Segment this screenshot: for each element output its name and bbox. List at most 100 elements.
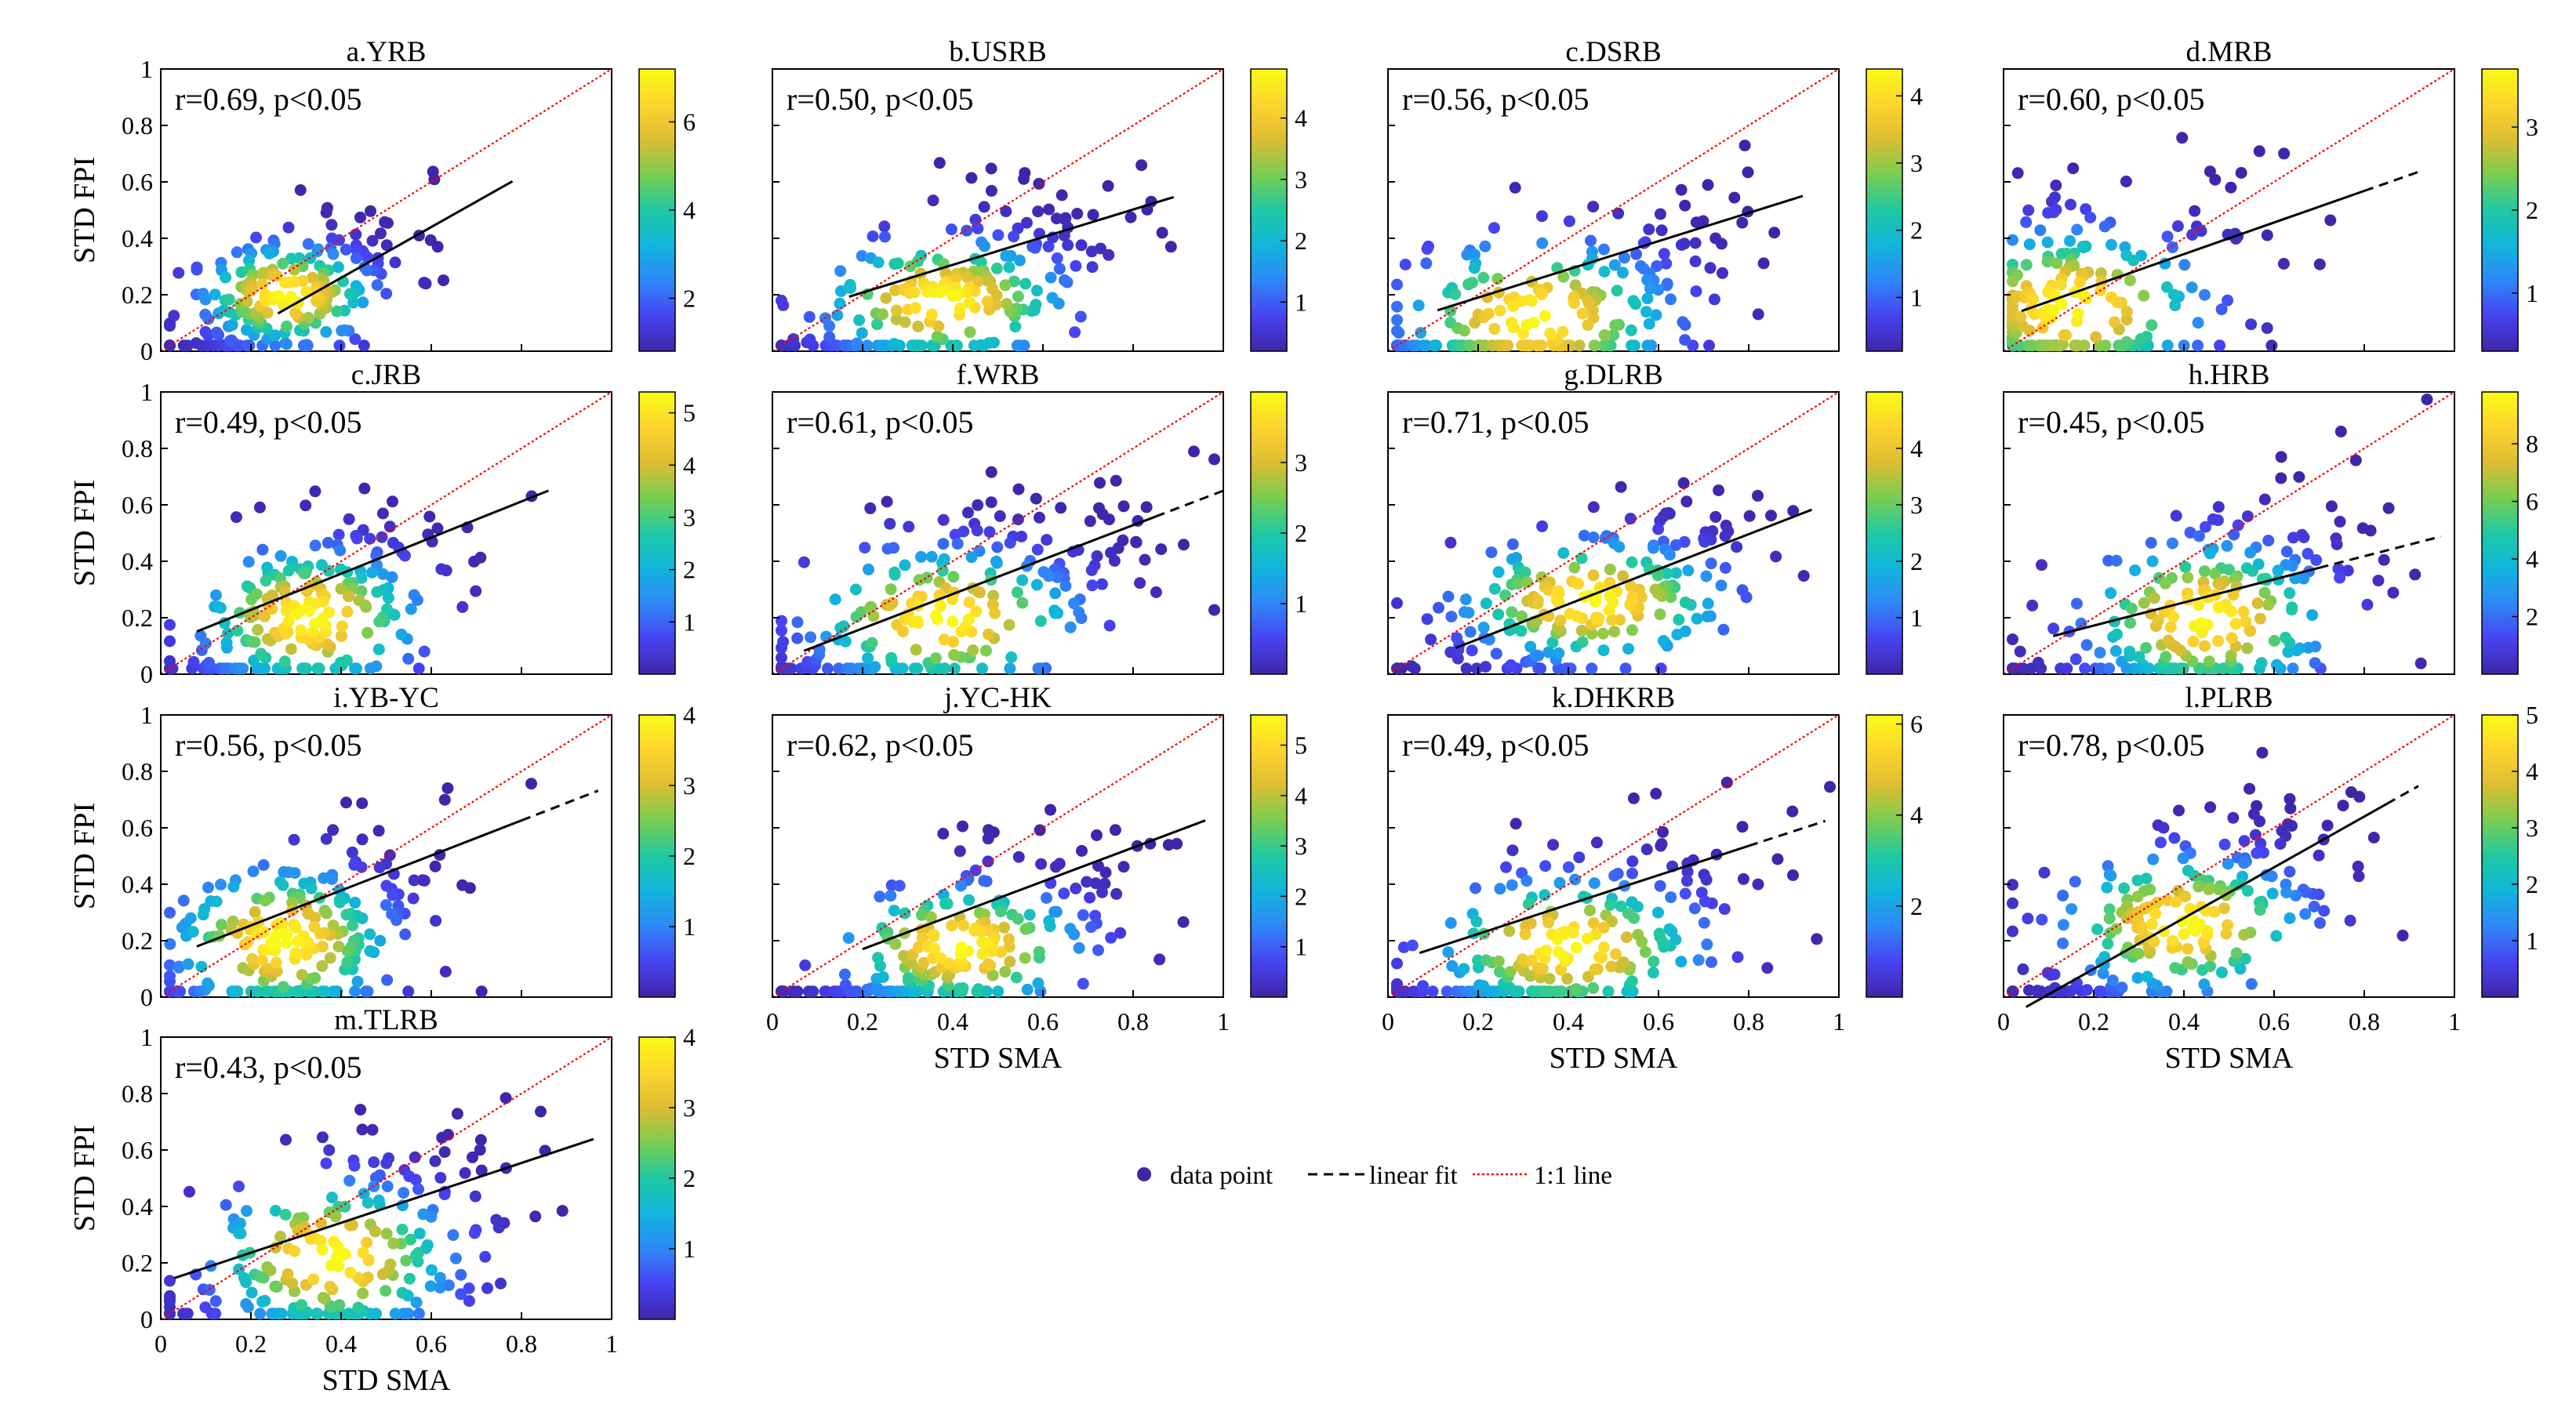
data-point <box>1652 906 1664 919</box>
colorbar-tick-label: 1 <box>683 912 696 941</box>
data-point <box>455 1288 467 1300</box>
data-point <box>2325 500 2338 513</box>
data-point <box>302 311 314 324</box>
data-point <box>1020 216 1033 229</box>
data-point <box>1701 938 1713 951</box>
data-point <box>1008 275 1020 288</box>
data-point <box>2282 646 2294 658</box>
correlation-text: r=0.56, p<0.05 <box>1402 82 1589 117</box>
data-point <box>1502 339 1514 352</box>
data-point <box>1005 651 1018 663</box>
data-point <box>387 495 398 508</box>
data-point <box>2244 782 2256 795</box>
data-point <box>990 557 1003 569</box>
data-point <box>2138 289 2150 302</box>
data-point <box>1658 248 1670 260</box>
data-point <box>2069 653 2082 666</box>
data-point <box>1717 623 1730 636</box>
data-point <box>292 1224 304 1237</box>
data-point <box>1034 615 1047 627</box>
data-point <box>2266 887 2279 900</box>
data-point <box>2334 571 2346 584</box>
data-point <box>1426 985 1439 998</box>
data-point <box>1391 278 1403 291</box>
data-point <box>408 874 420 887</box>
data-point <box>254 1308 267 1320</box>
data-point <box>865 600 877 613</box>
data-point <box>1086 579 1099 592</box>
colorbar-tick-label: 2 <box>1295 519 1307 547</box>
data-point <box>1608 869 1621 882</box>
data-point <box>326 1192 338 1204</box>
data-point <box>358 1188 370 1200</box>
data-point <box>286 896 299 909</box>
data-point <box>309 912 322 924</box>
data-point <box>2238 857 2251 869</box>
one-to-one-line <box>1387 391 1840 675</box>
data-point <box>1536 963 1549 975</box>
colorbar-tick-label: 4 <box>683 1023 696 1051</box>
colorbar-tick-label: 2 <box>683 1164 696 1192</box>
data-point <box>2332 563 2345 575</box>
data-point <box>164 959 176 971</box>
colorbar <box>1250 68 1288 352</box>
x-tick-label: 1 <box>605 1329 618 1358</box>
data-point <box>1624 513 1637 525</box>
data-point <box>1660 257 1673 270</box>
data-point <box>1470 882 1481 894</box>
data-point <box>1055 189 1068 201</box>
data-point <box>776 615 787 627</box>
data-point <box>1587 569 1600 582</box>
data-point <box>364 928 376 941</box>
data-point <box>456 600 469 613</box>
data-point <box>2167 934 2179 947</box>
data-point <box>976 936 989 949</box>
data-point <box>1720 776 1733 789</box>
data-point <box>888 568 901 581</box>
data-point <box>2204 960 2216 973</box>
data-point <box>980 644 992 657</box>
data-point <box>777 299 790 311</box>
colorbar-tick-label: 1 <box>1910 604 1923 632</box>
data-point <box>1045 804 1056 816</box>
colorbar-tick-label: 2 <box>1910 892 1923 920</box>
data-point <box>2222 602 2234 615</box>
data-point <box>1568 297 1580 310</box>
data-point <box>1506 606 1518 618</box>
data-point <box>245 593 258 606</box>
panel-d: d.MRB r=0.60, p<0.05 1 2 3 <box>2003 36 2538 352</box>
data-point <box>776 651 787 664</box>
data-point <box>380 880 393 892</box>
data-point <box>2160 651 2172 663</box>
data-point <box>1055 502 1067 514</box>
data-point <box>332 941 345 952</box>
data-point <box>1442 590 1455 603</box>
data-point <box>842 932 855 945</box>
data-point <box>1472 954 1484 967</box>
data-point <box>275 1308 288 1320</box>
y-tick-label: 0.2 <box>122 604 153 632</box>
colorbar-tick-label: 1 <box>1295 288 1307 316</box>
data-point <box>280 937 292 949</box>
data-point <box>277 879 289 891</box>
data-points <box>2007 394 2433 675</box>
data-point <box>2302 547 2314 560</box>
data-point <box>994 510 1006 522</box>
data-point <box>2160 985 2173 998</box>
data-point <box>374 227 387 240</box>
data-point <box>1011 339 1023 352</box>
data-point <box>1713 484 1725 496</box>
data-point <box>1608 329 1620 341</box>
data-point <box>1492 608 1505 621</box>
data-point <box>834 297 846 310</box>
data-point <box>1547 839 1559 851</box>
correlation-text: r=0.56, p<0.05 <box>175 727 362 763</box>
data-point <box>376 531 388 543</box>
linear-fit-extension <box>1155 489 1224 518</box>
colorbar-tick-label: 4 <box>683 701 696 729</box>
data-point <box>968 339 980 352</box>
data-point <box>856 327 868 339</box>
data-point <box>1092 944 1104 956</box>
colorbar <box>1866 68 1903 352</box>
data-point <box>307 1273 320 1286</box>
